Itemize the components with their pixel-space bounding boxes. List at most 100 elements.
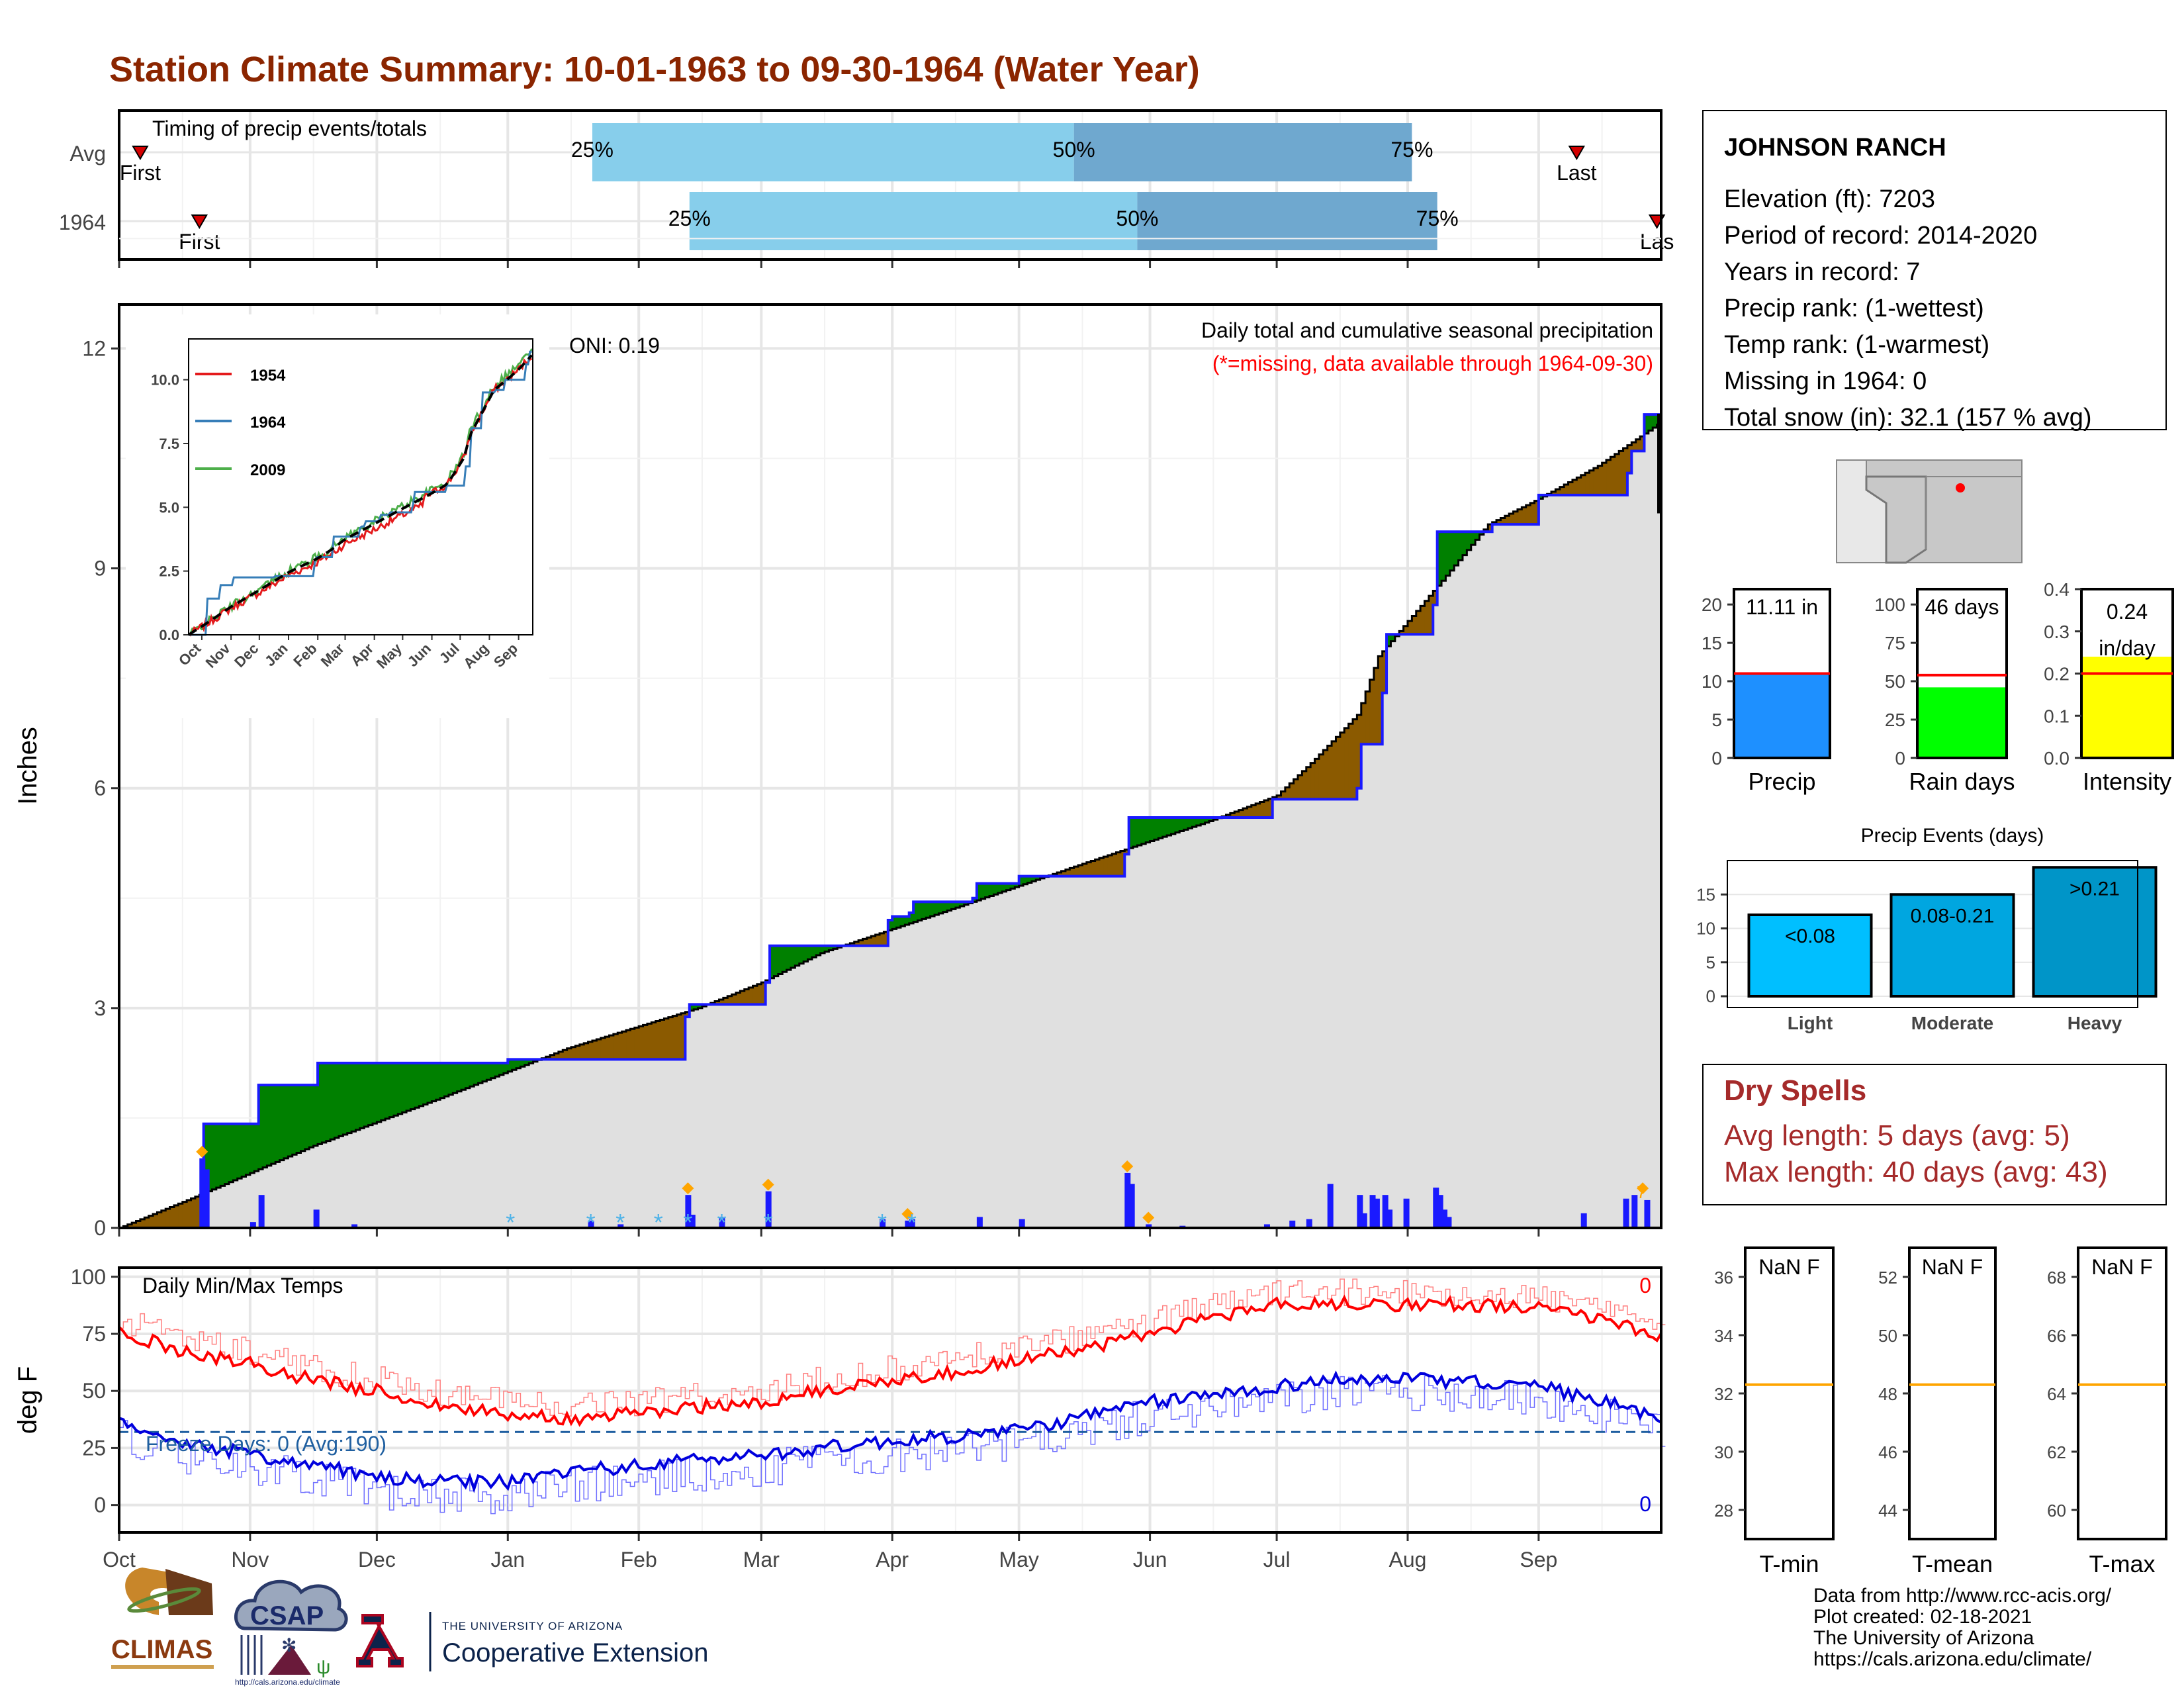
daily-precip-bar: [1441, 1209, 1448, 1228]
snow-day-marker: [901, 1207, 914, 1220]
below-average-band: [1513, 511, 1518, 525]
above-average-band: [423, 1062, 428, 1105]
above-average-band: [428, 1062, 433, 1103]
above-average-band: [330, 1062, 336, 1140]
timing-row-label-year: 1964: [59, 211, 106, 234]
above-average-band: [520, 1059, 525, 1067]
daily-precip-bar: [685, 1195, 692, 1228]
above-average-band: [267, 1085, 272, 1166]
timing-bar-50-75: [1073, 123, 1412, 181]
below-average-band: [596, 1039, 602, 1060]
ua-a-icon: [356, 1614, 404, 1667]
gauge-label: Rain days: [1909, 768, 2015, 795]
above-average-band: [1128, 818, 1134, 849]
gauge-fill: [2081, 657, 2173, 758]
station-missing: Missing in 1964: 0: [1724, 367, 1927, 395]
below-average-band: [1517, 509, 1523, 525]
below-average-band: [1361, 703, 1366, 745]
above-average-band: [1137, 818, 1142, 845]
daily-precip-bar: [1306, 1219, 1312, 1228]
above-average-band: [254, 1123, 259, 1172]
below-average-band: [173, 1205, 179, 1228]
locator-map: [1836, 459, 2023, 564]
station-total-snow: Total snow (in): 32.1 (157 % avg): [1724, 404, 2092, 432]
temp-box-tick-label: 28: [1714, 1501, 1733, 1521]
below-average-band: [545, 1056, 551, 1060]
below-average-band: [1530, 502, 1535, 525]
station-years: Years in record: 7: [1724, 258, 1920, 286]
min-temp-daily-line: [119, 1375, 1666, 1515]
snow-asterisk: *: [907, 1209, 917, 1236]
above-average-band: [300, 1085, 306, 1151]
above-average-band: [1141, 818, 1147, 844]
above-average-band: [275, 1085, 281, 1162]
timing-p50-label: 50%: [1116, 207, 1158, 230]
above-average-band: [799, 945, 804, 964]
daily-precip-bar: [1437, 1195, 1443, 1228]
last-event-label: Las: [1640, 230, 1674, 254]
above-average-band: [1175, 818, 1181, 833]
below-average-band: [1416, 610, 1421, 635]
temp-box-frame: [1908, 1246, 1997, 1540]
below-average-band: [1112, 853, 1117, 876]
daily-precip-bar: [1369, 1195, 1376, 1228]
daily-precip-bar: [1373, 1198, 1380, 1228]
below-average-band: [1086, 862, 1092, 876]
below-average-band: [1289, 783, 1295, 800]
below-average-band: [1340, 732, 1345, 800]
above-average-band: [997, 883, 1003, 894]
above-average-band: [934, 902, 940, 915]
above-average-band: [795, 945, 800, 966]
below-average-band: [1631, 442, 1637, 451]
below-average-band: [1116, 852, 1121, 876]
above-average-band: [1387, 634, 1392, 647]
below-average-band: [1285, 787, 1291, 800]
precip-frame: [118, 303, 1662, 1229]
precip-y-axis-label: Inches: [13, 727, 42, 805]
below-average-band: [169, 1207, 175, 1228]
above-average-band: [279, 1085, 285, 1160]
above-average-band: [406, 1062, 412, 1111]
daily-precip-bar: [905, 1220, 911, 1228]
temp-box-tick-label: 62: [2047, 1442, 2066, 1462]
above-average-band: [1188, 818, 1193, 829]
below-average-band: [1120, 851, 1126, 876]
snow-day-marker: [682, 1182, 694, 1195]
ua-name: THE UNIVERSITY OF ARIZONA: [442, 1620, 623, 1632]
above-average-band: [347, 1062, 352, 1133]
above-average-band: [373, 1062, 378, 1124]
temp-box-frame: [2077, 1246, 2167, 1540]
footer-university: The University of Arizona: [1813, 1627, 2034, 1649]
below-average-band: [132, 1223, 137, 1228]
cumulative-area: [119, 422, 1661, 1229]
below-average-band: [643, 1025, 648, 1060]
temp-box-t-mean: 44 46 48 50 52 NaN F T-mean: [1878, 1246, 1997, 1577]
snow-asterisk: *: [586, 1209, 596, 1236]
below-average-band: [630, 1029, 635, 1060]
above-average-band: [887, 920, 893, 931]
timing-frame: [118, 109, 1662, 261]
above-average-band: [220, 1123, 226, 1186]
above-average-band: [377, 1062, 382, 1122]
above-average-band: [1019, 876, 1024, 886]
below-average-band: [854, 941, 859, 946]
above-average-band: [825, 945, 830, 952]
below-average-band: [647, 1023, 653, 1060]
above-average-band: [981, 883, 986, 899]
daily-precip-bar: [617, 1224, 624, 1228]
below-average-band: [740, 991, 745, 1005]
above-average-band: [318, 1062, 323, 1145]
above-average-band: [778, 945, 784, 974]
below-average-band: [127, 1224, 132, 1228]
precip-end-mark: 7: [1637, 1182, 1646, 1202]
below-average-band: [1234, 812, 1240, 818]
below-average-band: [1598, 465, 1603, 495]
above-average-band: [1449, 532, 1455, 571]
below-average-band: [1310, 763, 1316, 800]
daily-precip-bar: [1019, 1219, 1025, 1228]
temp-box-label: T-mean: [1912, 1550, 1993, 1577]
above-average-band: [258, 1085, 263, 1170]
below-average-band: [617, 1033, 623, 1060]
snow-asterisk: *: [764, 1209, 773, 1236]
daily-precip-bar: [199, 1158, 206, 1228]
